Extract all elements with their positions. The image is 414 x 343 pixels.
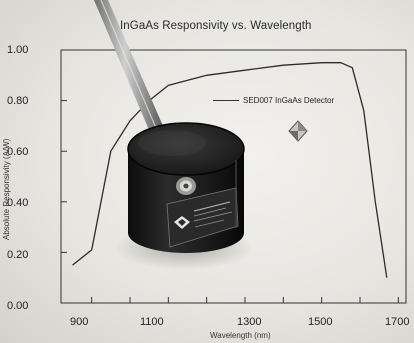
detector-label-plate xyxy=(166,187,239,248)
ingaas-detector xyxy=(127,122,245,253)
plot-axes xyxy=(60,49,407,304)
detector-rod xyxy=(94,0,163,130)
x-tick-label: 1700 xyxy=(385,316,410,328)
y-tick-label: 0.40 xyxy=(7,197,29,209)
x-tick-label: 1100 xyxy=(140,316,164,328)
series-group xyxy=(72,62,388,278)
legend: SED007 InGaAs Detector xyxy=(213,96,334,105)
legend-label: SED007 InGaAs Detector xyxy=(243,96,335,105)
series-line xyxy=(72,62,388,278)
y-tick-label: 0.80 xyxy=(7,95,29,107)
plot-frame xyxy=(60,49,407,304)
x-tick-label: 1500 xyxy=(308,316,333,328)
x-tick-label: 900 xyxy=(70,316,89,328)
x-axis-label: Wavelength (nm) xyxy=(210,331,271,340)
y-tick-label: 0.00 xyxy=(7,300,29,312)
x-tick-label: 1300 xyxy=(237,316,262,328)
y-tick-label: 0.60 xyxy=(7,146,29,158)
diamond-logo-icon xyxy=(288,120,308,142)
y-tick-label: 1.00 xyxy=(7,44,29,56)
legend-line xyxy=(213,100,239,102)
y-tick-label: 0.20 xyxy=(7,249,29,261)
chart-title: InGaAs Responsivity vs. Wavelength xyxy=(120,20,312,32)
